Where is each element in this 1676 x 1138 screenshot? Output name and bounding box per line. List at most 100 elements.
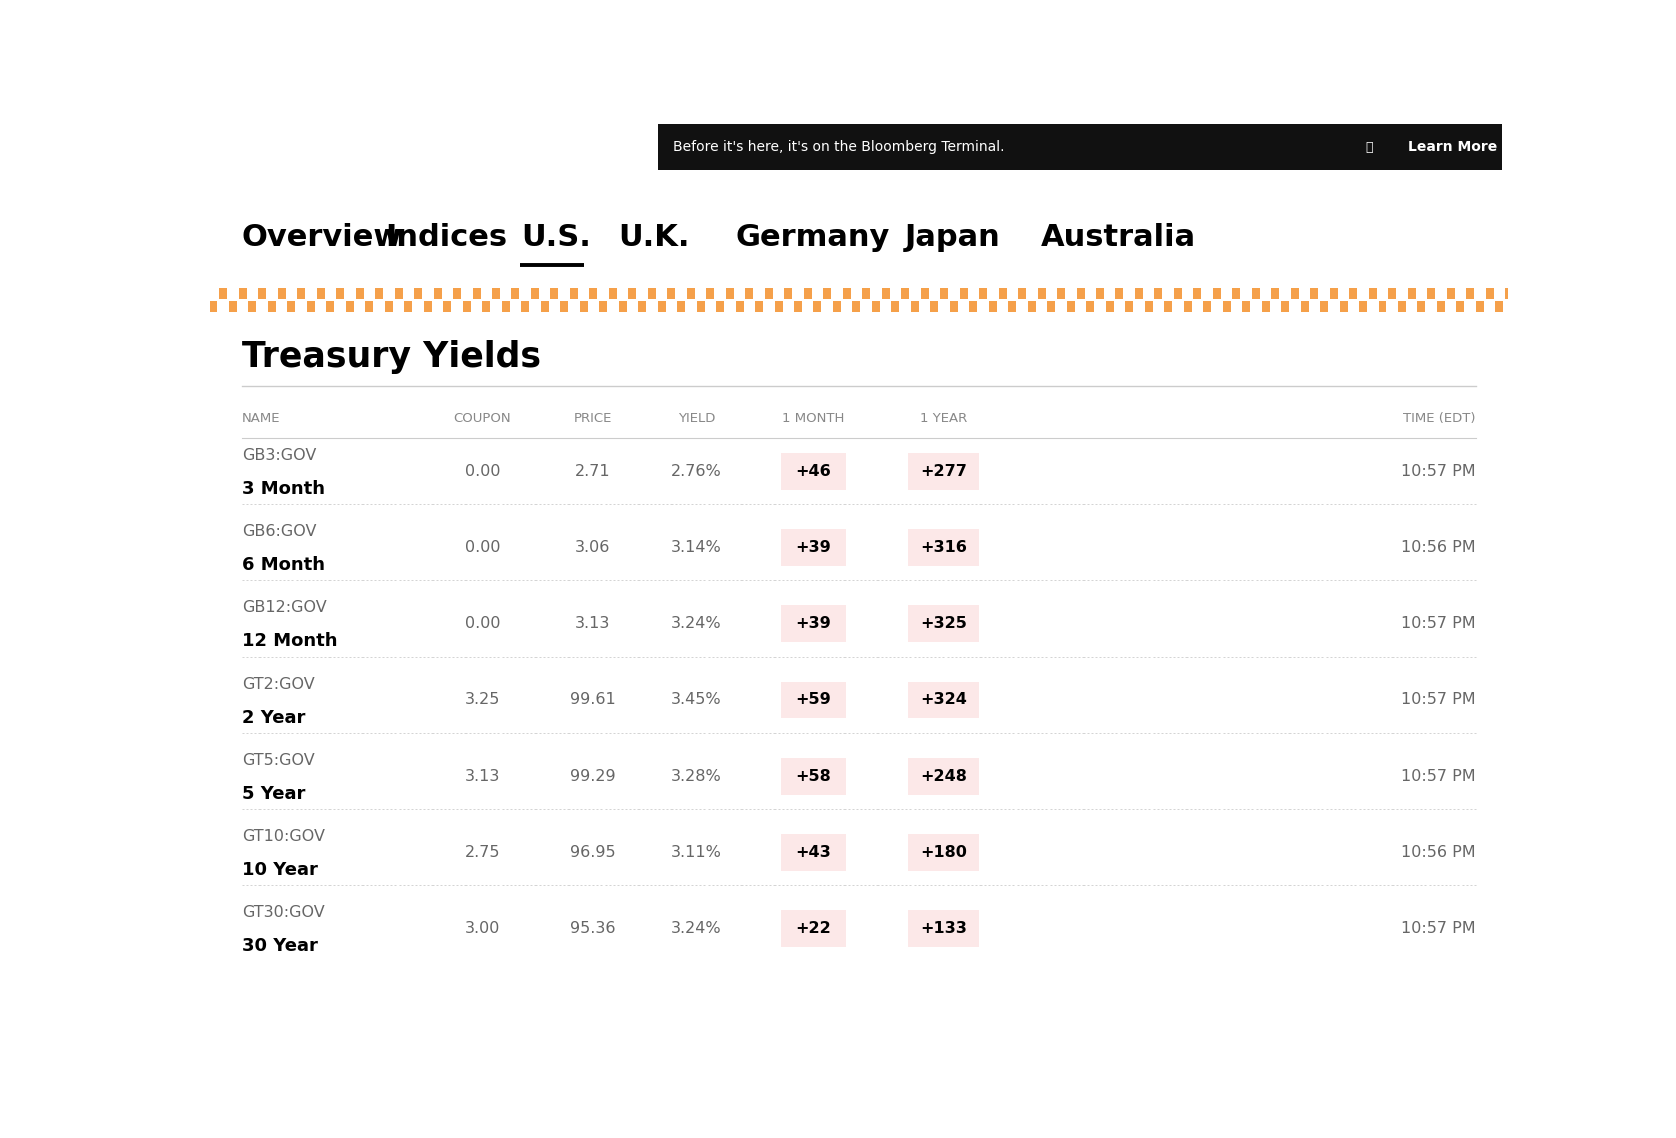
FancyBboxPatch shape	[687, 288, 696, 298]
Text: 3.45%: 3.45%	[672, 693, 722, 708]
Text: +277: +277	[920, 464, 967, 479]
FancyBboxPatch shape	[1232, 288, 1240, 298]
Text: Treasury Yields: Treasury Yields	[241, 340, 541, 374]
Text: 30 Year: 30 Year	[241, 938, 318, 955]
Text: GB6:GOV: GB6:GOV	[241, 525, 317, 539]
FancyBboxPatch shape	[297, 288, 305, 298]
Text: COUPON: COUPON	[454, 412, 511, 426]
FancyBboxPatch shape	[781, 758, 846, 794]
FancyBboxPatch shape	[969, 302, 977, 312]
FancyBboxPatch shape	[1165, 302, 1172, 312]
Text: 10 Year: 10 Year	[241, 861, 318, 879]
FancyBboxPatch shape	[1066, 302, 1074, 312]
Text: 2.75: 2.75	[464, 844, 499, 860]
Text: 3.13: 3.13	[464, 769, 499, 784]
Text: 3.24%: 3.24%	[672, 617, 722, 632]
FancyBboxPatch shape	[1203, 302, 1212, 312]
FancyBboxPatch shape	[1272, 288, 1279, 298]
Text: TIME (EDT): TIME (EDT)	[1403, 412, 1477, 426]
Text: 96.95: 96.95	[570, 844, 615, 860]
FancyBboxPatch shape	[892, 302, 900, 312]
FancyBboxPatch shape	[667, 288, 675, 298]
FancyBboxPatch shape	[999, 288, 1007, 298]
FancyBboxPatch shape	[580, 302, 588, 312]
FancyBboxPatch shape	[843, 288, 851, 298]
FancyBboxPatch shape	[1017, 288, 1026, 298]
FancyBboxPatch shape	[355, 288, 364, 298]
Text: 10:56 PM: 10:56 PM	[1401, 844, 1477, 860]
Text: Australia: Australia	[1041, 223, 1197, 251]
Text: Before it's here, it's on the Bloomberg Terminal.: Before it's here, it's on the Bloomberg …	[674, 140, 1004, 154]
Text: +133: +133	[920, 921, 967, 937]
Text: Learn More: Learn More	[1408, 140, 1498, 154]
Text: GT10:GOV: GT10:GOV	[241, 830, 325, 844]
FancyBboxPatch shape	[853, 302, 860, 312]
FancyBboxPatch shape	[736, 302, 744, 312]
FancyBboxPatch shape	[424, 302, 432, 312]
Text: 2.76%: 2.76%	[670, 464, 722, 479]
FancyBboxPatch shape	[511, 288, 520, 298]
Text: +43: +43	[796, 844, 831, 860]
Text: GT5:GOV: GT5:GOV	[241, 753, 315, 768]
FancyBboxPatch shape	[493, 288, 499, 298]
FancyBboxPatch shape	[1418, 302, 1426, 312]
FancyBboxPatch shape	[1173, 288, 1182, 298]
FancyBboxPatch shape	[979, 288, 987, 298]
Text: ⬜: ⬜	[1366, 141, 1373, 154]
FancyBboxPatch shape	[1009, 302, 1016, 312]
FancyBboxPatch shape	[385, 302, 392, 312]
FancyBboxPatch shape	[1116, 288, 1123, 298]
Text: 3.13: 3.13	[575, 617, 610, 632]
FancyBboxPatch shape	[608, 288, 617, 298]
FancyBboxPatch shape	[1058, 288, 1064, 298]
FancyBboxPatch shape	[764, 288, 773, 298]
FancyBboxPatch shape	[872, 302, 880, 312]
FancyBboxPatch shape	[861, 288, 870, 298]
Text: 10:56 PM: 10:56 PM	[1401, 541, 1477, 555]
Text: 10:57 PM: 10:57 PM	[1401, 617, 1477, 632]
FancyBboxPatch shape	[1301, 302, 1309, 312]
Text: GT30:GOV: GT30:GOV	[241, 906, 325, 921]
FancyBboxPatch shape	[657, 124, 1502, 170]
Text: +59: +59	[796, 693, 831, 708]
Text: 3.28%: 3.28%	[670, 769, 722, 784]
Text: GT2:GOV: GT2:GOV	[241, 677, 315, 692]
Text: 2.71: 2.71	[575, 464, 610, 479]
Text: +324: +324	[920, 693, 967, 708]
FancyBboxPatch shape	[1398, 302, 1406, 312]
FancyBboxPatch shape	[726, 288, 734, 298]
Text: +180: +180	[920, 844, 967, 860]
FancyBboxPatch shape	[930, 302, 939, 312]
FancyBboxPatch shape	[1378, 302, 1386, 312]
Text: 3.00: 3.00	[464, 921, 499, 937]
FancyBboxPatch shape	[1155, 288, 1163, 298]
Text: 0.00: 0.00	[464, 541, 499, 555]
FancyBboxPatch shape	[794, 302, 803, 312]
Text: 6 Month: 6 Month	[241, 556, 325, 574]
FancyBboxPatch shape	[317, 288, 325, 298]
FancyBboxPatch shape	[590, 288, 597, 298]
Text: 3.06: 3.06	[575, 541, 610, 555]
FancyBboxPatch shape	[600, 302, 607, 312]
FancyBboxPatch shape	[781, 453, 846, 489]
FancyBboxPatch shape	[210, 302, 218, 312]
FancyBboxPatch shape	[1291, 288, 1299, 298]
FancyBboxPatch shape	[950, 302, 959, 312]
FancyBboxPatch shape	[1135, 288, 1143, 298]
FancyBboxPatch shape	[781, 682, 846, 718]
Text: Japan: Japan	[905, 223, 1001, 251]
FancyBboxPatch shape	[1183, 302, 1192, 312]
FancyBboxPatch shape	[365, 302, 374, 312]
FancyBboxPatch shape	[908, 758, 979, 794]
FancyBboxPatch shape	[618, 302, 627, 312]
Text: U.K.: U.K.	[618, 223, 691, 251]
FancyBboxPatch shape	[697, 302, 704, 312]
FancyBboxPatch shape	[1428, 288, 1435, 298]
Text: 3.24%: 3.24%	[672, 921, 722, 937]
FancyBboxPatch shape	[1048, 302, 1056, 312]
FancyBboxPatch shape	[908, 682, 979, 718]
FancyBboxPatch shape	[1349, 288, 1358, 298]
FancyBboxPatch shape	[220, 288, 228, 298]
FancyBboxPatch shape	[823, 288, 831, 298]
Text: 10:57 PM: 10:57 PM	[1401, 693, 1477, 708]
